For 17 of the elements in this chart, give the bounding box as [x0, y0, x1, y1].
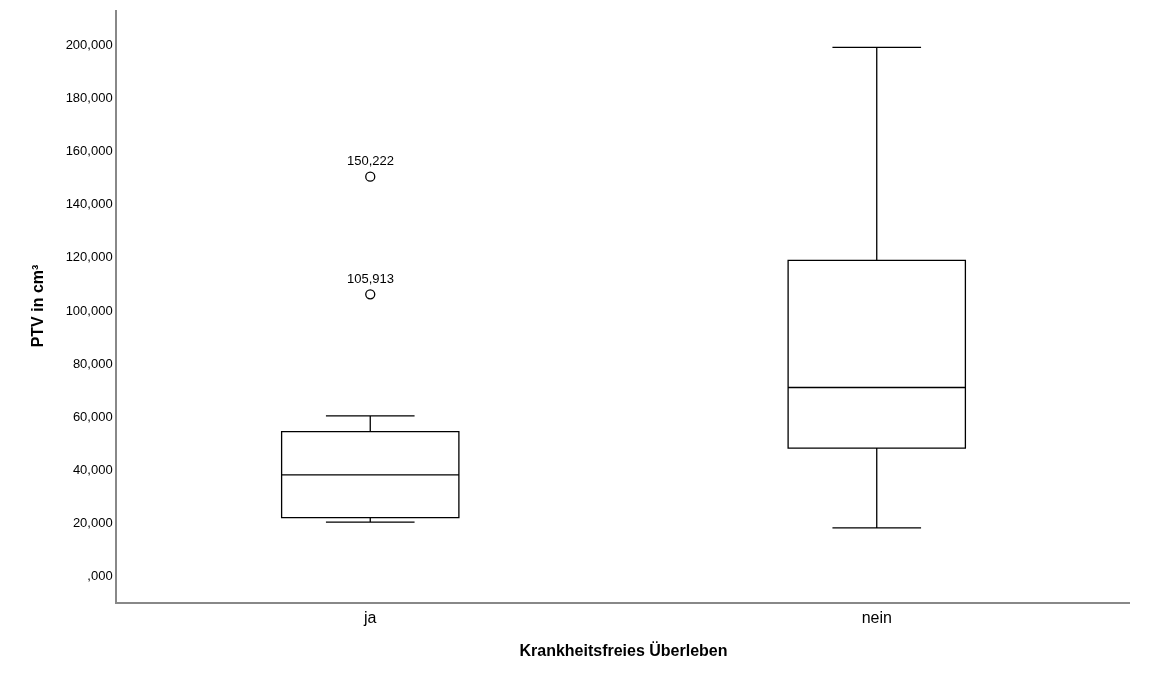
y-tick-label: 20,000: [72, 514, 113, 530]
y-tick-label: 200,000: [65, 37, 113, 53]
annotation: 150,222: [347, 153, 394, 168]
y-tick-label: 60,000: [72, 408, 113, 424]
y-tick-label: ,000: [87, 568, 113, 583]
y-tick-label: 140,000: [65, 196, 113, 212]
x-tick-label: ja: [363, 608, 377, 626]
y-tick-label: 100,000: [65, 302, 113, 318]
y-tick-label: 120,000: [65, 249, 113, 265]
x-tick-label: nein: [861, 608, 892, 626]
y-tick-label: 80,000: [72, 355, 113, 371]
y-tick-label: 180,000: [65, 90, 113, 106]
y-axis-title: PTV in cm³: [29, 264, 47, 348]
annotation: 105,913: [347, 271, 394, 286]
x-axis-title: Krankheitsfreies Überleben: [519, 641, 728, 660]
y-tick-label: 40,000: [72, 461, 113, 477]
y-tick-label: 160,000: [65, 143, 113, 159]
